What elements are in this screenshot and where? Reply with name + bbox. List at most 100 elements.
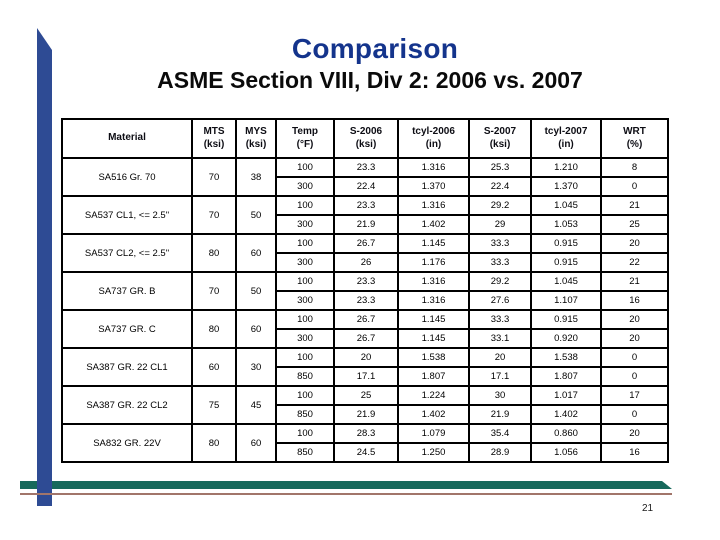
mts-cell: 75 (191, 385, 237, 425)
data-cell: 1.538 (530, 347, 602, 368)
mts-cell: 80 (191, 423, 237, 463)
data-cell: 27.6 (468, 290, 532, 311)
data-cell: 1.224 (397, 385, 470, 406)
data-cell: 21.9 (468, 404, 532, 425)
data-cell: 1.045 (530, 195, 602, 216)
data-cell: 23.3 (333, 157, 399, 178)
data-cell: 850 (275, 442, 335, 463)
table-row: 300 26.7 1.145 33.1 0.920 20 (62, 328, 669, 349)
data-cell: 300 (275, 176, 335, 197)
data-cell: 17 (600, 385, 669, 406)
table-row: 850 17.1 1.807 17.1 1.807 0 (62, 366, 669, 387)
data-cell: 100 (275, 347, 335, 368)
data-cell: 20 (600, 328, 669, 349)
data-cell: 21.9 (333, 404, 399, 425)
data-cell: 25 (333, 385, 399, 406)
page-number: 21 (642, 503, 654, 514)
material-cell: SA537 CL2, <= 2.5" (61, 233, 193, 273)
data-cell: 1.053 (530, 214, 602, 235)
column-header: WRT (%) (600, 118, 669, 159)
data-cell: 1.316 (397, 290, 470, 311)
mys-cell: 60 (235, 423, 277, 463)
data-cell: 26.7 (333, 233, 399, 254)
data-cell: 1.145 (397, 233, 470, 254)
data-cell: 1.402 (397, 214, 470, 235)
data-cell: 33.1 (468, 328, 532, 349)
column-header: S-2006 (ksi) (333, 118, 399, 159)
data-cell: 1.107 (530, 290, 602, 311)
data-cell: 1.145 (397, 309, 470, 330)
data-cell: 300 (275, 252, 335, 273)
data-cell: 25.3 (468, 157, 532, 178)
data-cell: 23.3 (333, 290, 399, 311)
material-cell: SA737 GR. C (61, 309, 193, 349)
table-header-row: Material MTS (ksi) MYS (ksi) Temp (°F) S-2006 (k… (61, 118, 669, 159)
mts-cell: 70 (191, 195, 237, 235)
table-row: SA387 GR. 22 CL1 60 30 100 20 1.538 20 1.538 0 (61, 347, 669, 387)
table-row: 850 24.5 1.250 28.9 1.056 16 (62, 442, 669, 463)
column-header: MTS (ksi) (191, 118, 237, 159)
column-header: Temp (°F) (275, 118, 335, 159)
data-cell: 26.7 (333, 309, 399, 330)
data-cell: 1.210 (530, 157, 602, 178)
data-cell: 28.9 (468, 442, 532, 463)
data-cell: 24.5 (333, 442, 399, 463)
data-cell: 0 (600, 366, 669, 387)
data-cell: 100 (275, 195, 335, 216)
comparison-table-container: Material MTS (ksi) MYS (ksi) Temp (°F) S-2006 (k… (61, 118, 669, 463)
data-cell: 100 (275, 423, 335, 444)
mys-cell: 50 (235, 195, 277, 235)
column-header: Material (61, 118, 193, 159)
column-header: MYS (ksi) (235, 118, 277, 159)
data-cell: 33.3 (468, 252, 532, 273)
data-cell: 100 (275, 271, 335, 292)
table-row: 300 26 1.176 33.3 0.915 22 (62, 252, 669, 273)
data-cell: 300 (275, 328, 335, 349)
comparison-table: Material MTS (ksi) MYS (ksi) Temp (°F) S-2006 (k… (61, 118, 669, 463)
table-row: 850 21.9 1.402 21.9 1.402 0 (62, 404, 669, 425)
mys-cell: 50 (235, 271, 277, 311)
data-cell: 0.920 (530, 328, 602, 349)
table-row: 300 22.4 1.370 22.4 1.370 0 (62, 176, 669, 197)
table-row: SA537 CL2, <= 2.5" 80 60 100 26.7 1.145 33.3 0.… (61, 233, 669, 273)
mts-cell: 70 (191, 271, 237, 311)
data-cell: 22.4 (468, 176, 532, 197)
data-cell: 1.402 (530, 404, 602, 425)
table-row: SA737 GR. C 80 60 100 26.7 1.145 33.3 0.915 20 (61, 309, 669, 349)
data-cell: 26 (333, 252, 399, 273)
data-cell: 0.915 (530, 233, 602, 254)
data-cell: 1.370 (530, 176, 602, 197)
data-cell: 17.1 (468, 366, 532, 387)
left-accent-bar (37, 28, 52, 506)
data-cell: 20 (468, 347, 532, 368)
data-cell: 1.316 (397, 271, 470, 292)
data-cell: 0.915 (530, 309, 602, 330)
data-cell: 16 (600, 290, 669, 311)
data-cell: 21 (600, 271, 669, 292)
mts-cell: 70 (191, 157, 237, 197)
data-cell: 1.316 (397, 195, 470, 216)
data-cell: 26.7 (333, 328, 399, 349)
data-cell: 21 (600, 195, 669, 216)
table-row: SA737 GR. B 70 50 100 23.3 1.316 29.2 1.045 21 (61, 271, 669, 311)
data-cell: 0.915 (530, 252, 602, 273)
data-cell: 20 (600, 309, 669, 330)
mts-cell: 80 (191, 309, 237, 349)
data-cell: 29.2 (468, 195, 532, 216)
data-cell: 1.176 (397, 252, 470, 273)
data-cell: 300 (275, 290, 335, 311)
data-cell: 100 (275, 157, 335, 178)
footer-green-bar (20, 481, 672, 489)
data-cell: 1.807 (530, 366, 602, 387)
data-cell: 28.3 (333, 423, 399, 444)
table-row: SA832 GR. 22V 80 60 100 28.3 1.079 35.4 0.860 20 (61, 423, 669, 463)
data-cell: 20 (600, 233, 669, 254)
data-cell: 29.2 (468, 271, 532, 292)
data-cell: 100 (275, 233, 335, 254)
data-cell: 35.4 (468, 423, 532, 444)
data-cell: 22 (600, 252, 669, 273)
data-cell: 1.079 (397, 423, 470, 444)
data-cell: 850 (275, 366, 335, 387)
data-cell: 1.145 (397, 328, 470, 349)
